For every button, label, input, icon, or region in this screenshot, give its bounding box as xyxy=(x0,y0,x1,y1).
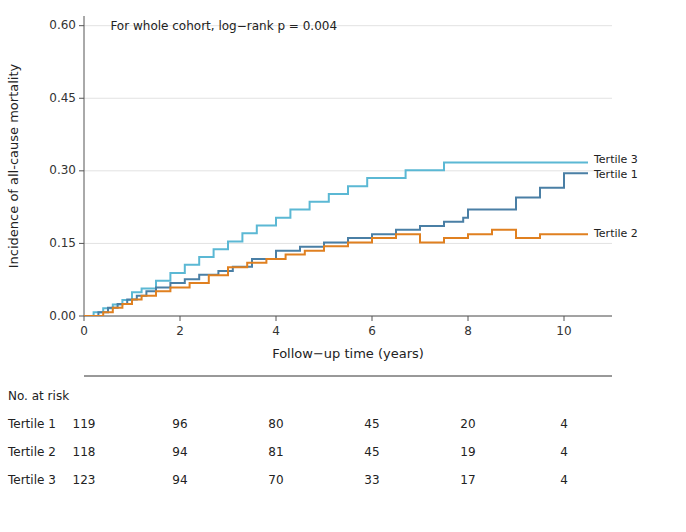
risk-count: 70 xyxy=(268,473,283,487)
tick-mark xyxy=(79,170,84,171)
risk-count: 4 xyxy=(560,473,568,487)
y-axis-line xyxy=(84,16,85,316)
series-label: Tertile 1 xyxy=(593,168,638,181)
risk-count: 119 xyxy=(73,417,96,431)
tick-label: 4 xyxy=(272,324,280,338)
risk-count: 45 xyxy=(364,417,379,431)
y-axis-label: Incidence of all-cause mortality xyxy=(6,63,21,268)
grid-line xyxy=(84,98,612,99)
risk-count: 19 xyxy=(460,445,475,459)
risk-count: 81 xyxy=(268,445,283,459)
x-axis-line xyxy=(84,316,612,317)
km-curve xyxy=(84,173,588,316)
risk-count: 4 xyxy=(560,445,568,459)
risk-table: No. at risk Tertile 1 119 96 80 45 20 4 Tertile … xyxy=(7,376,612,487)
tick-mark xyxy=(180,316,181,321)
tick-mark xyxy=(564,316,565,321)
risk-count: 118 xyxy=(73,445,96,459)
risk-row-label: Tertile 3 xyxy=(7,473,56,487)
tick-mark xyxy=(468,316,469,321)
risk-count: 45 xyxy=(364,445,379,459)
risk-row-label: Tertile 1 xyxy=(7,417,56,431)
km-curve xyxy=(84,230,588,316)
risk-count: 4 xyxy=(560,417,568,431)
tick-label: 0 xyxy=(80,324,88,338)
title: For whole cohort, log−rank p = 0.004 xyxy=(110,19,337,33)
chart: 0.00 0.15 0.30 0.45 0.60 0 2 4 6 8 10 Follow−up tim… xyxy=(0,0,686,532)
risk-count: 123 xyxy=(73,473,96,487)
tick-label: 0.15 xyxy=(49,236,76,250)
tick-label: 10 xyxy=(556,324,571,338)
risk-count: 94 xyxy=(172,473,187,487)
risk-count: 17 xyxy=(460,473,475,487)
tick-mark xyxy=(84,316,85,321)
series-label: Tertile 2 xyxy=(593,227,638,240)
risk-count: 94 xyxy=(172,445,187,459)
grid-line xyxy=(84,170,612,171)
tick-mark xyxy=(372,316,373,321)
tick-label: 6 xyxy=(368,324,376,338)
tick-mark xyxy=(79,25,84,26)
risk-count: 20 xyxy=(460,417,475,431)
tick-mark xyxy=(79,316,84,317)
tick-label: 0.60 xyxy=(49,18,76,32)
risk-row-label: Tertile 2 xyxy=(7,445,56,459)
x-axis: 0 2 4 6 8 10 xyxy=(80,316,571,338)
tick-label: 8 xyxy=(464,324,472,338)
risk-count: 80 xyxy=(268,417,283,431)
risk-table-rule xyxy=(84,376,612,377)
y-axis: 0.00 0.15 0.30 0.45 0.60 xyxy=(49,18,612,322)
risk-count: 33 xyxy=(364,473,379,487)
x-axis-label: Follow−up time (years) xyxy=(272,346,424,361)
km-curve xyxy=(84,163,588,316)
tick-label: 2 xyxy=(176,324,184,338)
risk-count: 96 xyxy=(172,417,187,431)
tick-label: 0.45 xyxy=(49,91,76,105)
tick-mark xyxy=(79,243,84,244)
tick-mark xyxy=(276,316,277,321)
tick-label: 0.00 xyxy=(49,309,76,323)
series-label: Tertile 3 xyxy=(593,153,638,166)
grid-line xyxy=(84,316,612,317)
tick-mark xyxy=(79,98,84,99)
risk-table-header: No. at risk xyxy=(8,389,69,403)
tick-label: 0.30 xyxy=(49,163,76,177)
series-group xyxy=(84,163,588,316)
